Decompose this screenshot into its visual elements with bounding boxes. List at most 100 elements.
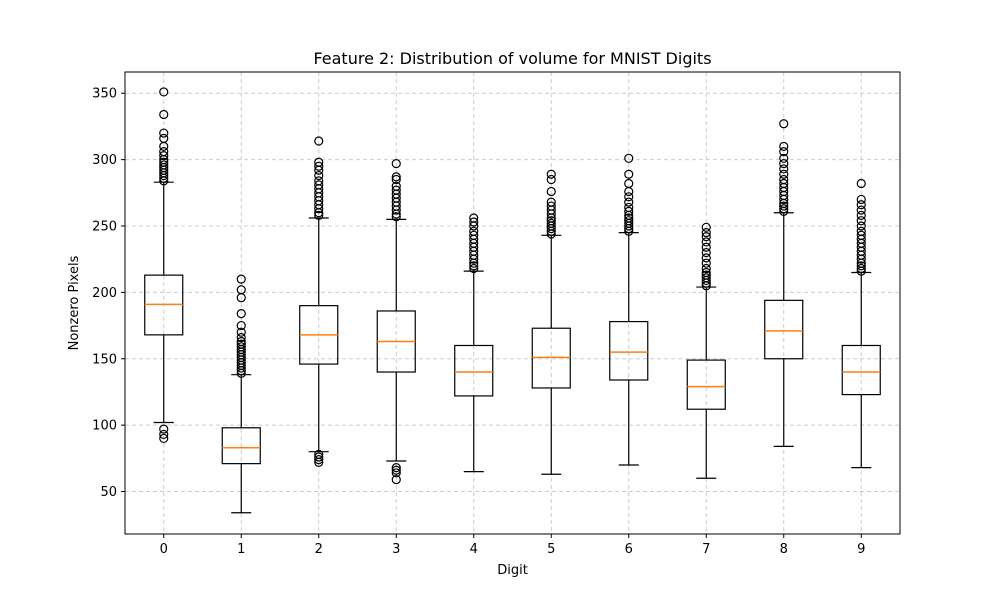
outlier-point (701, 237, 711, 247)
box-digit-0 (144, 87, 184, 444)
outlier-point (779, 204, 789, 214)
outlier-point (469, 230, 479, 240)
outlier-point (856, 200, 866, 210)
outlier-point (856, 178, 866, 189)
y-tick-label: 150 (92, 352, 117, 367)
outlier-point (546, 216, 556, 226)
y-tick-label: 50 (100, 485, 117, 500)
outlier-point (314, 180, 324, 190)
outlier-point (546, 197, 556, 207)
iqr-box (686, 359, 726, 410)
outlier-point (624, 169, 634, 179)
iqr-box (221, 427, 261, 465)
outlier-point (624, 216, 634, 226)
y-axis-label: Nonzero Pixels (67, 255, 82, 350)
outlier-point (624, 153, 634, 163)
x-tick-label: 9 (857, 542, 865, 557)
outlier-point (779, 147, 789, 157)
outlier-point (701, 270, 711, 280)
outlier-point (701, 247, 711, 258)
x-axis-label: Digit (497, 563, 528, 578)
outlier-point (701, 267, 711, 278)
outlier-point (701, 263, 711, 274)
x-tick-label: 3 (392, 542, 400, 557)
outlier-point (779, 174, 789, 185)
plot-frame (124, 71, 901, 535)
outlier-point (391, 474, 401, 485)
outlier-point (624, 192, 634, 202)
outlier-point (779, 178, 789, 189)
outlier-point (856, 194, 866, 205)
ticks-layer: 50 100 150 200 250 300 350 0 1 2 3 4 5 6 7 8 9 (92, 87, 865, 557)
outlier-point (159, 133, 169, 143)
box-digit-3 (376, 159, 416, 485)
iqr-box (841, 344, 881, 396)
outlier-point (624, 178, 634, 189)
outlier-point (159, 429, 169, 440)
outlier-point (236, 332, 246, 343)
outlier-point (236, 342, 246, 352)
y-tick-label: 350 (92, 87, 117, 102)
chart-title: Feature 2: Distribution of volume for MN… (313, 49, 711, 68)
box-digit-8 (764, 119, 804, 447)
outlier-point (159, 151, 169, 161)
box-digit-9 (841, 178, 881, 469)
outlier-point (314, 452, 324, 462)
outlier-point (391, 465, 401, 475)
outlier-point (314, 210, 324, 220)
outlier-point (624, 213, 634, 223)
iqr-box (454, 344, 494, 397)
outlier-point (159, 109, 169, 120)
outlier-point (314, 170, 324, 181)
box-digit-5 (531, 169, 571, 475)
outlier-point (701, 242, 711, 252)
outlier-point (391, 174, 401, 185)
iqr-box (764, 299, 804, 360)
outlier-point (469, 226, 479, 236)
y-tick-label: 300 (92, 153, 117, 168)
outlier-point (856, 230, 866, 240)
outlier-point (856, 205, 866, 215)
y-tick-label: 100 (92, 419, 117, 434)
outlier-point (314, 449, 324, 459)
outlier-point (856, 226, 866, 236)
outlier-point (546, 186, 556, 197)
box-digit-6 (609, 153, 649, 466)
outlier-point (546, 218, 556, 228)
outlier-point (779, 169, 789, 179)
outlier-point (856, 221, 866, 231)
y-tick-label: 250 (92, 220, 117, 235)
outlier-point (546, 169, 556, 179)
y-tick-label: 200 (92, 286, 117, 301)
outlier-point (469, 261, 479, 271)
outlier-point (701, 258, 711, 268)
outlier-point (236, 339, 246, 349)
x-tick-label: 0 (160, 542, 168, 557)
outlier-point (236, 320, 246, 331)
outlier-point (624, 206, 634, 216)
outlier-point (391, 463, 401, 473)
outlier-point (856, 263, 866, 274)
outlier-point (779, 201, 789, 211)
outlier-point (159, 87, 169, 97)
outlier-point (701, 228, 711, 238)
outlier-point (391, 172, 401, 182)
outlier-point (856, 261, 866, 271)
outlier-point (701, 273, 711, 283)
outlier-point (391, 212, 401, 222)
x-tick-label: 4 (470, 542, 478, 557)
outlier-point (314, 455, 324, 465)
outlier-point (159, 433, 169, 444)
outlier-point (779, 119, 789, 129)
outlier-point (236, 309, 246, 319)
outlier-point (159, 147, 169, 157)
outlier-point (159, 157, 169, 167)
outlier-point (391, 181, 401, 191)
box-digit-4 (454, 213, 494, 473)
box-digit-2 (299, 136, 339, 467)
box-digit-1 (221, 274, 261, 514)
outlier-point (856, 216, 866, 226)
outlier-point (779, 141, 789, 151)
